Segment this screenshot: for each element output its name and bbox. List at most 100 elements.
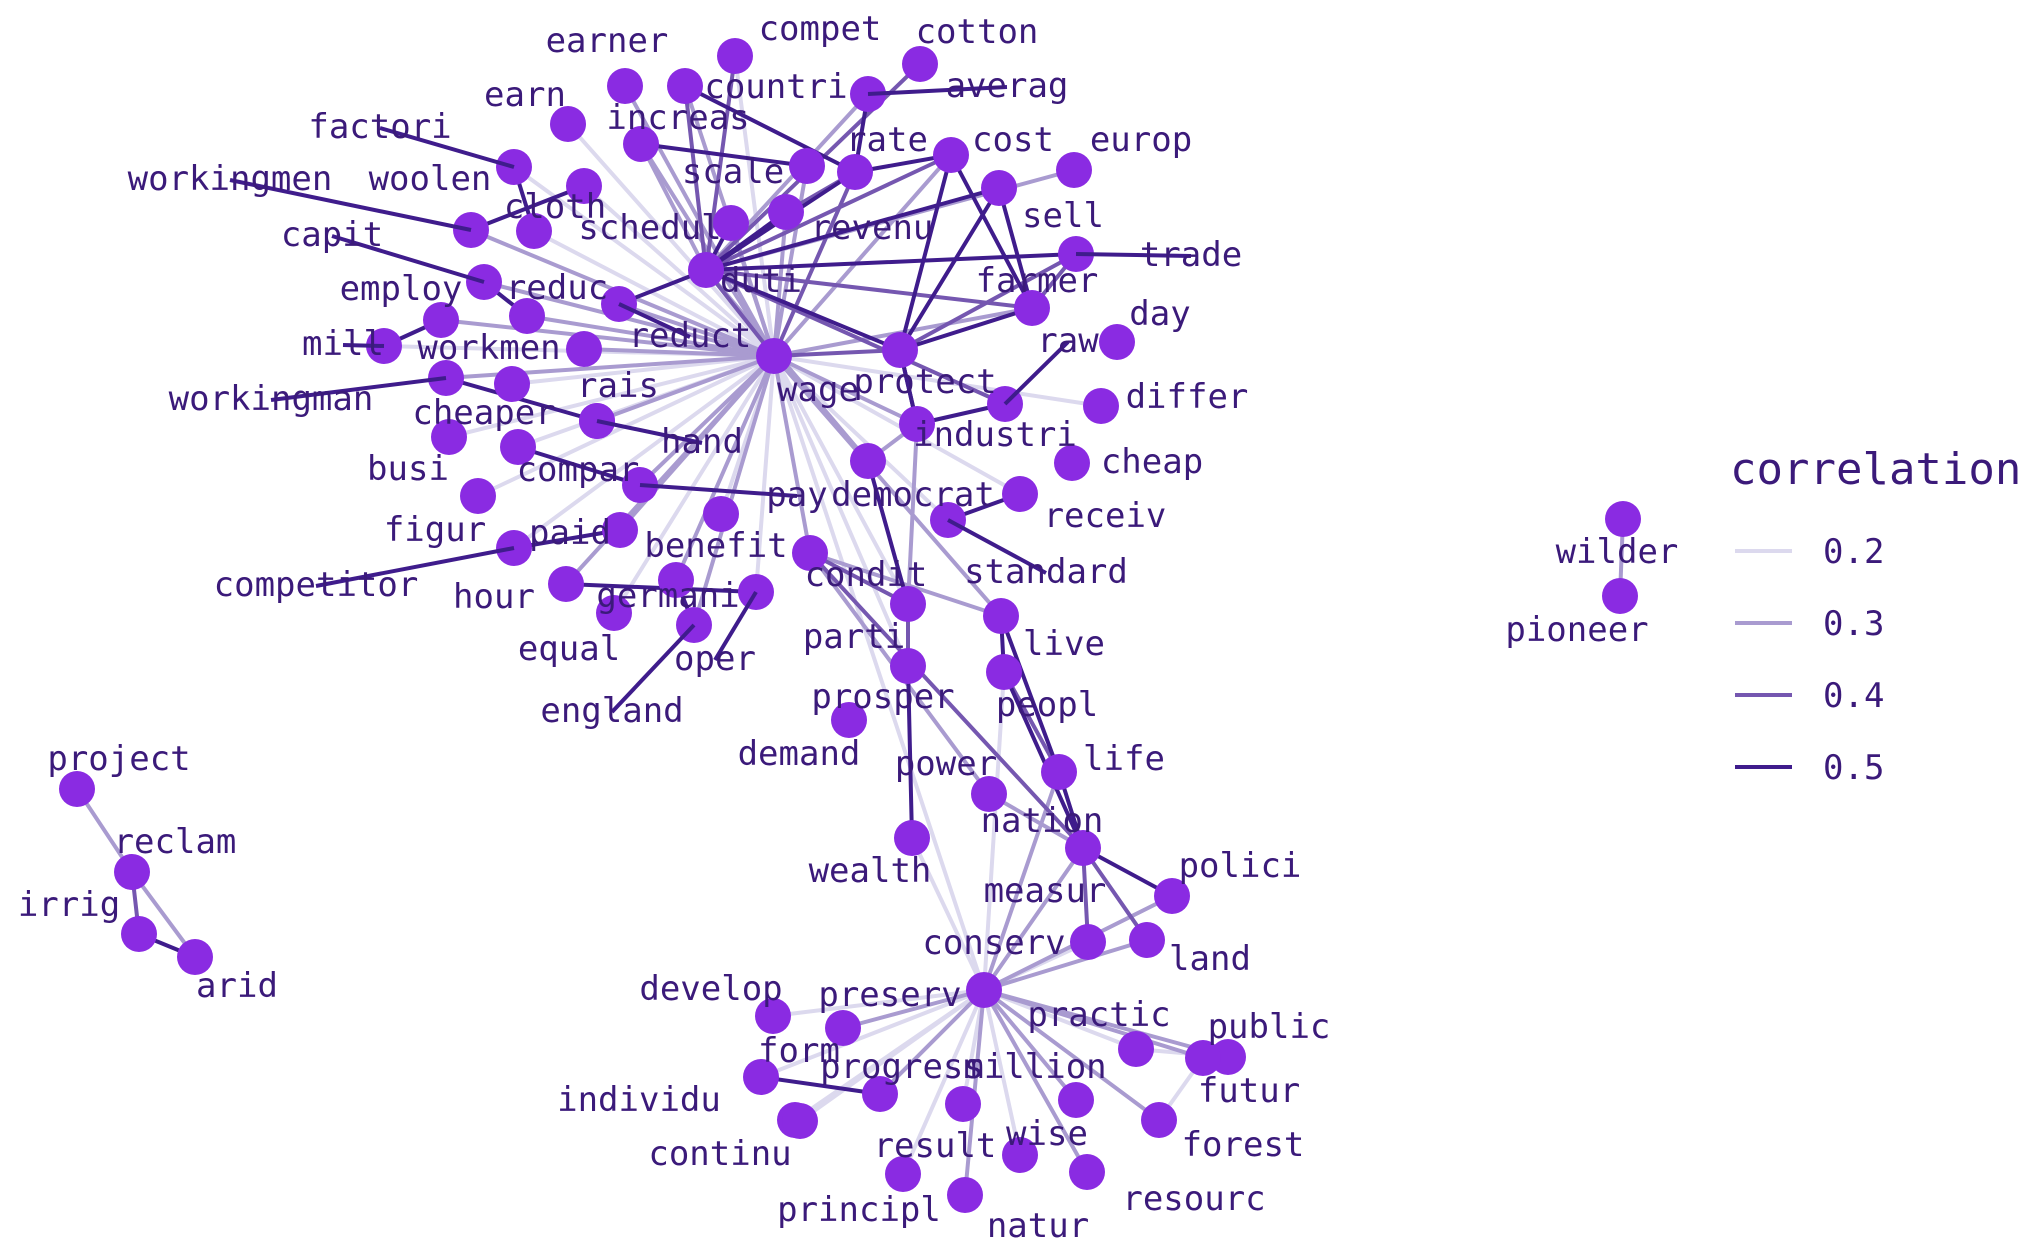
legend-label-0.3: 0.3 (1823, 604, 1884, 644)
node-label-land: land (1169, 939, 1251, 979)
edge-workingman-rais (444, 376, 599, 423)
node-europ (1056, 152, 1092, 188)
node-irrig (121, 916, 157, 952)
edge-duti-increas (639, 142, 708, 272)
edge-wage-protect (772, 348, 902, 358)
node-label-day: day (1129, 294, 1190, 334)
label-leader-standard (947, 518, 1047, 575)
edge-conserv-principl (901, 988, 986, 1176)
node-label-preserv: preserv (818, 975, 961, 1015)
node-label-democrat: democrat (831, 475, 995, 515)
edge-conserv-form (759, 988, 986, 1079)
edge-conserv-preserv (841, 988, 986, 1030)
edge-conserv-wealth (910, 836, 986, 992)
node-increas (623, 126, 659, 162)
node-label-capit: capit (281, 215, 383, 255)
node-label-benefit: benefit (644, 526, 787, 566)
node-label-averag: averag (946, 66, 1069, 106)
label-leader-capit (331, 234, 485, 284)
node-label-competitor: competitor (214, 565, 419, 605)
node-label-schedul: schedul (578, 208, 721, 248)
node-form (743, 1059, 779, 1095)
edge-wage-woolen (582, 184, 776, 358)
node-protect (882, 332, 918, 368)
node-label-natur: natur (987, 1206, 1089, 1246)
node-label-result: result (874, 1126, 997, 1166)
label-leader-hand (596, 419, 703, 445)
label-leader-oper (713, 590, 758, 662)
edge-land-conserv (982, 938, 1149, 992)
node-label-germani: germani (596, 576, 739, 616)
edge-nation-land (1081, 846, 1149, 942)
node-label-protect: protect (853, 362, 996, 402)
node-label-raw: raw (1037, 321, 1099, 361)
edge-nation-power (987, 792, 1085, 850)
node-label-demand: demand (738, 734, 861, 774)
node-natur (947, 1177, 983, 1213)
node-label-principl: principl (777, 1190, 941, 1230)
node-cloth (516, 213, 552, 249)
edge-wage-equal (612, 354, 776, 615)
node-progress (862, 1076, 898, 1112)
node-wage (756, 338, 792, 374)
node-differ (1083, 388, 1119, 424)
node-label-increas: increas (606, 98, 749, 138)
node-continu (782, 1103, 818, 1139)
node-label-factori: factori (308, 107, 451, 147)
node-label-farmer: farmer (976, 261, 1099, 301)
node-wealth (894, 820, 930, 856)
node-busi (431, 419, 467, 455)
node-label-parti: parti (803, 617, 905, 657)
edge-conserv-develop (771, 988, 986, 1018)
node-peopl (986, 654, 1022, 690)
edge-wage-employ (439, 318, 776, 358)
node-label-receiv: receiv (1044, 496, 1167, 536)
edge-duti-protect (704, 268, 902, 352)
labels-layer: earner compet cotton countri averag earn incre… (18, 9, 1679, 1246)
node-label-reduc: reduc (506, 268, 608, 308)
edge-wage-condit (772, 354, 812, 555)
node-forest (1141, 1102, 1177, 1138)
node-label-trade: trade (1140, 235, 1242, 275)
node-futur (1185, 1040, 1221, 1076)
node-label-public: public (1208, 1007, 1331, 1047)
node-label-power: power (895, 744, 997, 784)
node-cheap (1054, 445, 1090, 481)
node-label-wise: wise (1006, 1114, 1088, 1154)
edge-industri-parti (906, 422, 919, 606)
node-label-cloth: cloth (504, 187, 606, 227)
node-label-cheap: cheap (1101, 442, 1203, 482)
node-label-project: project (47, 739, 190, 779)
node-result (1002, 1137, 1038, 1173)
node-label-measur: measur (984, 871, 1107, 911)
node-label-progress: progress (820, 1047, 984, 1087)
node-label-forest: forest (1182, 1125, 1305, 1165)
node-label-cheaper: cheaper (412, 393, 555, 433)
edge-wage-industri (772, 354, 919, 426)
edge-conserv-result (982, 988, 1022, 1157)
edge-conserv-progress (878, 988, 986, 1096)
node-revenu (768, 194, 804, 230)
edge-wage-earn (566, 122, 776, 358)
edge-duti-farmer (704, 268, 1034, 310)
node-paid (602, 512, 638, 548)
node-label-europ: europ (1090, 120, 1192, 160)
edge-wage-busi (447, 354, 776, 439)
node-arid (177, 939, 213, 975)
node-preserv (825, 1010, 861, 1046)
node-label-duti: duti (720, 261, 802, 301)
node-condit (792, 535, 828, 571)
edge-wage-workmen (582, 347, 776, 358)
node-label-countri: countri (704, 67, 847, 107)
node-power (971, 776, 1007, 812)
edge-wage-scale (772, 164, 809, 358)
node-earner (607, 68, 643, 104)
node-life (1041, 754, 1077, 790)
edge-democrat-parti (866, 459, 910, 606)
label-leader-pay (639, 483, 798, 498)
node-label-differ: differ (1126, 377, 1249, 417)
edge-duti-countri (683, 84, 708, 272)
node-label-figur: figur (384, 510, 486, 550)
edge-conserv-futur (982, 988, 1205, 1060)
node-reclam (114, 854, 150, 890)
